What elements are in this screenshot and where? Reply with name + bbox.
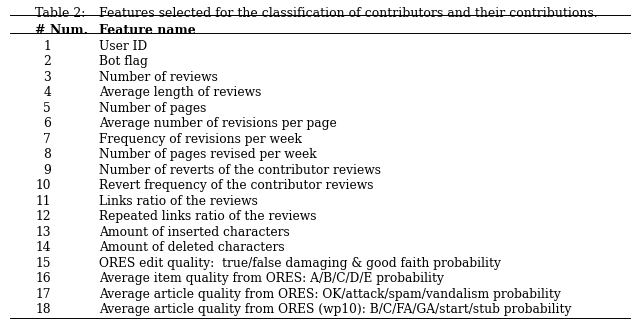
Text: Average article quality from ORES (wp10): B/C/FA/GA/start/stub probability: Average article quality from ORES (wp10)… bbox=[99, 303, 572, 316]
Text: User ID: User ID bbox=[99, 40, 147, 53]
Text: Links ratio of the reviews: Links ratio of the reviews bbox=[99, 195, 258, 208]
Text: Bot flag: Bot flag bbox=[99, 56, 148, 68]
Text: 17: 17 bbox=[36, 288, 51, 301]
Text: Average item quality from ORES: A/B/C/D/E probability: Average item quality from ORES: A/B/C/D/… bbox=[99, 272, 444, 285]
Text: 13: 13 bbox=[36, 226, 51, 239]
Text: Number of pages revised per week: Number of pages revised per week bbox=[99, 148, 317, 161]
Text: 1: 1 bbox=[44, 40, 51, 53]
Text: Average number of revisions per page: Average number of revisions per page bbox=[99, 117, 337, 130]
Text: 12: 12 bbox=[36, 210, 51, 223]
Text: 15: 15 bbox=[36, 257, 51, 270]
Text: 2: 2 bbox=[44, 56, 51, 68]
Text: Repeated links ratio of the reviews: Repeated links ratio of the reviews bbox=[99, 210, 317, 223]
Text: 10: 10 bbox=[36, 179, 51, 192]
Text: Number of reviews: Number of reviews bbox=[99, 71, 218, 84]
Text: 4: 4 bbox=[44, 86, 51, 99]
Text: 3: 3 bbox=[44, 71, 51, 84]
Text: Frequency of revisions per week: Frequency of revisions per week bbox=[99, 133, 302, 146]
Text: # Num.: # Num. bbox=[35, 24, 88, 37]
Text: Amount of inserted characters: Amount of inserted characters bbox=[99, 226, 290, 239]
Text: Features selected for the classification of contributors and their contributions: Features selected for the classification… bbox=[99, 7, 598, 20]
Text: 5: 5 bbox=[44, 102, 51, 115]
Text: Average article quality from ORES: OK/attack/spam/vandalism probability: Average article quality from ORES: OK/at… bbox=[99, 288, 561, 301]
Text: 7: 7 bbox=[44, 133, 51, 146]
Text: 18: 18 bbox=[36, 303, 51, 316]
Text: Average length of reviews: Average length of reviews bbox=[99, 86, 262, 99]
Text: 16: 16 bbox=[36, 272, 51, 285]
Text: 8: 8 bbox=[44, 148, 51, 161]
Text: Revert frequency of the contributor reviews: Revert frequency of the contributor revi… bbox=[99, 179, 374, 192]
Text: Amount of deleted characters: Amount of deleted characters bbox=[99, 241, 285, 254]
Text: 9: 9 bbox=[44, 164, 51, 177]
Text: Number of pages: Number of pages bbox=[99, 102, 207, 115]
Text: ORES edit quality:  true/false damaging & good faith probability: ORES edit quality: true/false damaging &… bbox=[99, 257, 501, 270]
Text: Number of reverts of the contributor reviews: Number of reverts of the contributor rev… bbox=[99, 164, 381, 177]
Text: 11: 11 bbox=[36, 195, 51, 208]
Text: Feature name: Feature name bbox=[99, 24, 196, 37]
Text: 14: 14 bbox=[36, 241, 51, 254]
Text: 6: 6 bbox=[44, 117, 51, 130]
Text: Table 2:: Table 2: bbox=[35, 7, 86, 20]
